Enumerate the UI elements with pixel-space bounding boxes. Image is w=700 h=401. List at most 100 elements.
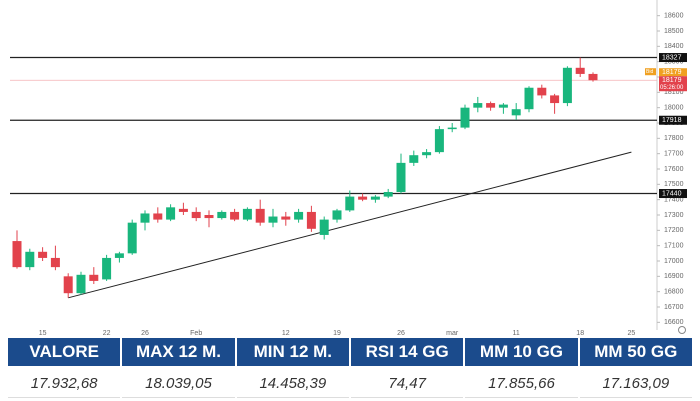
value-cell: 17.932,68 xyxy=(8,369,121,398)
candle-body xyxy=(422,152,432,156)
value-cell: 18.039,05 xyxy=(122,369,235,398)
candle-body xyxy=(25,251,35,268)
chart: 16600 16700 16800 16900 17000 17100 17200 17300… xyxy=(10,0,687,336)
candle-body xyxy=(204,215,214,219)
x-tick-label: 26 xyxy=(141,330,149,336)
y-tick-label: 17300 xyxy=(664,212,684,219)
y-tick-label: 18500 xyxy=(664,28,684,35)
trendline xyxy=(68,151,632,299)
candle-body xyxy=(550,95,560,104)
candle-body xyxy=(434,129,444,153)
y-tick-label: 17400 xyxy=(664,197,684,204)
bid-label: Bid xyxy=(646,69,653,75)
y-tick-label: 16900 xyxy=(664,273,684,280)
header-cell: MAX 12 M. xyxy=(122,338,235,366)
candle-body xyxy=(486,103,496,108)
candle-body xyxy=(140,213,150,223)
y-tick-label: 18000 xyxy=(664,105,684,112)
candle-body xyxy=(575,67,585,74)
value-cell: 17.163,09 xyxy=(579,369,692,398)
candle-body xyxy=(76,274,86,294)
candle-body xyxy=(447,127,457,130)
candle-body xyxy=(396,162,406,192)
candle-body xyxy=(255,208,265,223)
header-cell: MM 50 GG xyxy=(579,338,692,366)
candle-body xyxy=(63,276,73,294)
candle-body xyxy=(166,207,176,220)
value-cell: 14.458,39 xyxy=(236,369,349,398)
level-box xyxy=(659,189,687,199)
candle-body xyxy=(562,67,572,104)
candle-body xyxy=(102,257,112,280)
candle-body xyxy=(242,208,252,220)
candle-body xyxy=(588,73,598,81)
x-tick-label: Feb xyxy=(190,330,202,336)
stats-table: VALORE MAX 12 M. MIN 12 M. RSI 14 GG MM 10 G… xyxy=(8,338,692,401)
x-tick-label: mar xyxy=(446,330,459,336)
header-cell: MIN 12 M. xyxy=(236,338,349,366)
x-tick-label: 25 xyxy=(628,330,636,336)
candle-body xyxy=(511,109,521,116)
y-tick-label: 17700 xyxy=(664,151,684,158)
candle-body xyxy=(358,196,368,200)
candle-body xyxy=(370,196,380,200)
y-tick-label: 18400 xyxy=(664,43,684,50)
x-tick-label: 15 xyxy=(39,330,47,336)
y-tick-label: 17000 xyxy=(664,258,684,265)
candle-body xyxy=(268,216,278,223)
y-tick-label: 17100 xyxy=(664,243,684,250)
y-tick-label: 16600 xyxy=(664,319,684,326)
candle-body xyxy=(306,211,316,229)
y-tick-label: 18600 xyxy=(664,13,684,20)
candle-body xyxy=(498,104,508,108)
candle-body xyxy=(294,211,304,220)
candle-body xyxy=(230,211,240,220)
y-tick-label: 17800 xyxy=(664,135,684,142)
level-label: 17918 xyxy=(662,117,682,124)
table-row: VALORE MAX 12 M. MIN 12 M. RSI 14 GG MM 10 G… xyxy=(8,338,692,366)
candle-body xyxy=(345,196,355,211)
candle-body xyxy=(537,87,547,96)
candle-body xyxy=(383,192,393,197)
x-tick-label: 26 xyxy=(397,330,405,336)
candle-body xyxy=(178,208,188,212)
header-cell: MM 10 GG xyxy=(465,338,578,366)
candle-body xyxy=(12,241,22,268)
candle-body xyxy=(460,107,470,128)
header-cell: VALORE xyxy=(8,338,121,366)
x-tick-label: 19 xyxy=(333,330,341,336)
price-tag xyxy=(659,76,687,92)
bid-tag xyxy=(645,68,656,76)
candle-body xyxy=(38,251,48,258)
y-tick-label: 16700 xyxy=(664,304,684,311)
level-box xyxy=(659,53,687,63)
candle-body xyxy=(153,213,163,220)
x-tick-label: 11 xyxy=(513,330,520,336)
y-tick-label: 18100 xyxy=(664,89,684,96)
settings-icon xyxy=(678,326,686,334)
candle-body xyxy=(50,257,60,268)
candle-body xyxy=(281,216,291,220)
candle-body xyxy=(319,219,329,235)
candle-body xyxy=(89,274,99,281)
x-tick-label: 18 xyxy=(576,330,584,336)
candle-body xyxy=(409,155,419,163)
x-tick-label: 22 xyxy=(103,330,111,336)
header-cell: RSI 14 GG xyxy=(350,338,464,366)
candle-body xyxy=(332,210,342,220)
level-box xyxy=(659,115,687,125)
y-tick-label: 17600 xyxy=(664,166,684,173)
level-label: 17440 xyxy=(662,190,682,197)
candle-body xyxy=(191,211,201,219)
candle-body xyxy=(473,103,483,108)
level-label: 18327 xyxy=(662,54,682,61)
x-tick-label: 12 xyxy=(282,330,290,336)
price-tag-label: 18179 xyxy=(662,69,682,76)
price-tag xyxy=(659,68,687,77)
y-tick-label: 17500 xyxy=(664,181,684,188)
value-cell: 74,47 xyxy=(350,369,464,398)
countdown: 05:26:00 xyxy=(660,85,684,91)
value-cell: 17.855,66 xyxy=(465,369,578,398)
candle-body xyxy=(524,87,534,110)
